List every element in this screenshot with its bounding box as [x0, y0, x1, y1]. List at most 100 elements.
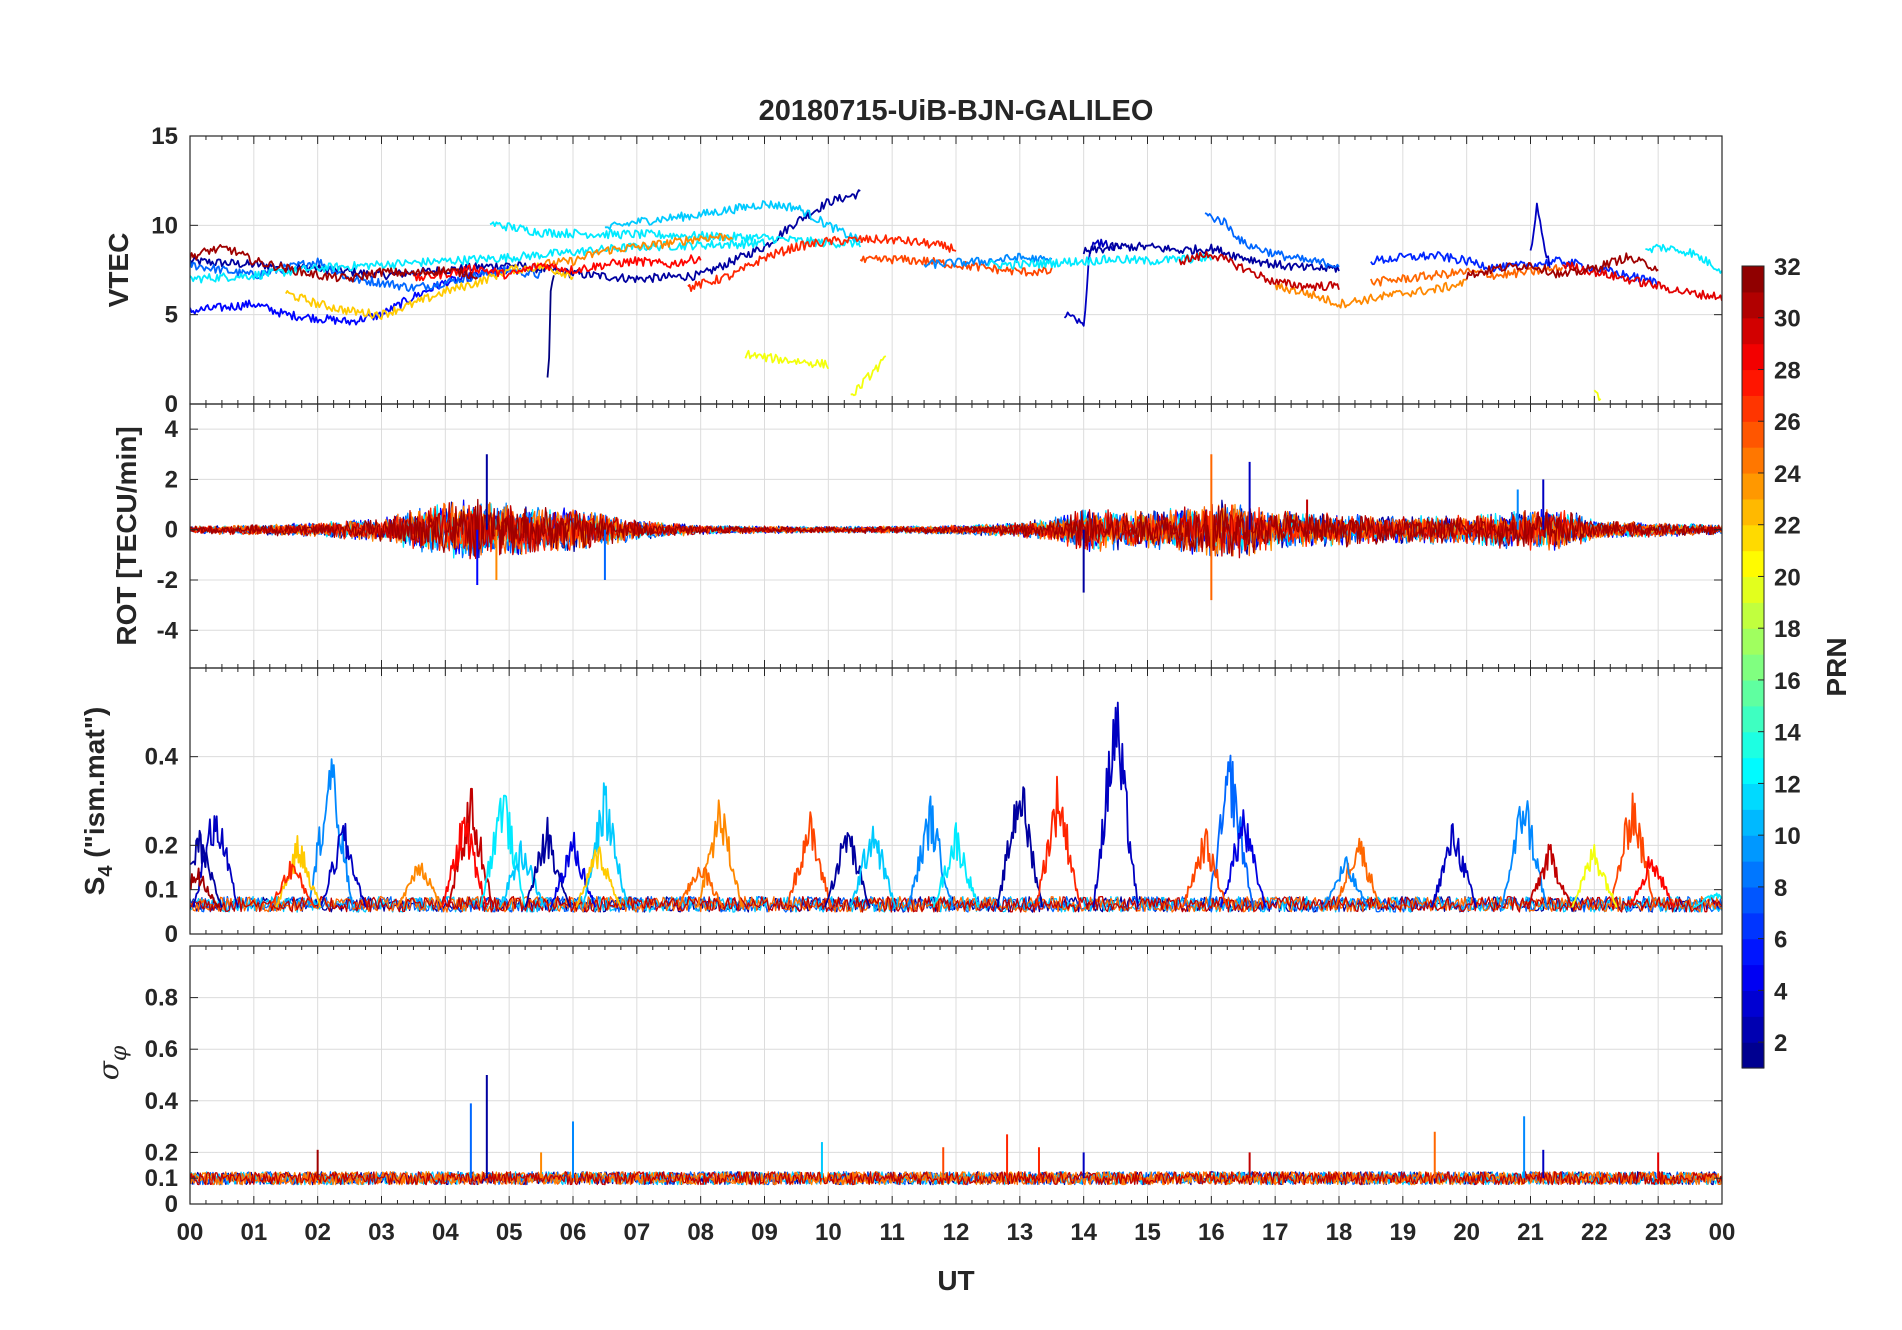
vtec-series-prn-20 [850, 355, 887, 397]
colorbar-tick-label: 26 [1774, 409, 1801, 436]
colorbar-segment [1742, 395, 1764, 422]
vtec-series-prn-24 [540, 232, 734, 268]
vtec-series-prn-3 [1529, 202, 1551, 269]
x-tick-label: 06 [560, 1219, 587, 1246]
y-tick-label: 0.4 [145, 1088, 179, 1115]
s4-peak-prn-11 [581, 782, 629, 908]
colorbar-segment [1742, 938, 1764, 966]
x-tick-label: 04 [432, 1219, 459, 1246]
vtec-series-prn-8 [1204, 212, 1340, 269]
vtec-series-prn-2 [1082, 241, 1340, 273]
colorbar-segment [1742, 731, 1764, 759]
y-tick-label: 0.6 [145, 1036, 178, 1063]
vtec-series-prn-31 [1465, 252, 1659, 280]
x-tick-label: 21 [1517, 1219, 1544, 1246]
s4-baseline-prn-30 [190, 895, 1722, 913]
colorbar-tick-label: 4 [1774, 978, 1788, 1005]
colorbar-segment [1742, 1042, 1764, 1069]
vtec-series-prn-8 [190, 257, 542, 293]
x-tick-label: 02 [304, 1219, 331, 1246]
panel-s4: 0 0.1 0.2 0.4 S4 ("ism.mat") [79, 667, 1723, 948]
panel-s4-data [190, 701, 1722, 913]
y-tick-label: 2 [165, 466, 178, 493]
vtec-series-prn-1 [546, 275, 555, 378]
vtec-series-prn-26 [859, 254, 1053, 277]
colorbar-segment [1742, 602, 1764, 629]
x-tick-label: 23 [1645, 1219, 1672, 1246]
colorbar-tick-label: 12 [1774, 771, 1801, 798]
s4-peak-prn-3 [1430, 823, 1478, 908]
y-tick-label: 0 [165, 921, 178, 948]
colorbar-segment [1742, 654, 1764, 681]
y-label-sub: 4 [95, 865, 117, 877]
y-label-main: S [79, 877, 110, 896]
colorbar-tick-label: 30 [1774, 306, 1801, 333]
colorbar-segment [1742, 524, 1764, 552]
colorbar-tick-label: 16 [1774, 668, 1801, 695]
panel-sigma_phi-xticks [189, 946, 1723, 1204]
s4-peak-prn-26 [1181, 828, 1229, 908]
x-tick-label: 03 [368, 1219, 395, 1246]
colorbar-segment [1742, 369, 1764, 396]
y-label-rest: ("ism.mat") [79, 707, 110, 866]
x-tick-label: 00 [177, 1219, 204, 1246]
colorbar-segment [1742, 343, 1764, 371]
colorbar-segment [1742, 317, 1764, 345]
y-tick-label: 0 [165, 517, 178, 544]
panel-vtec-xticks [189, 136, 1723, 404]
s4-peak-prn-11 [498, 840, 546, 908]
sigma-baseline-prn-25 [190, 1171, 1722, 1186]
colorbar-label: PRN [1821, 637, 1852, 696]
colorbar-segment [1742, 1016, 1764, 1043]
colorbar-tick-label: 6 [1774, 927, 1787, 954]
x-tick-label: 00 [1709, 1219, 1736, 1246]
colorbar-segment [1742, 990, 1764, 1017]
chart-title: 20180715-UiB-BJN-GALILEO [759, 95, 1154, 127]
x-tick-label: 15 [1134, 1219, 1161, 1246]
vtec-series-prn-25 [1370, 263, 1564, 287]
colorbar-segment [1742, 886, 1764, 914]
vtec-series-prn-31 [190, 243, 478, 283]
s4-peak-prn-20 [1571, 844, 1618, 908]
x-tick-label: 22 [1581, 1219, 1608, 1246]
y-tick-label: 10 [151, 212, 178, 239]
vtec-series-prn-3 [1063, 238, 1123, 327]
vtec-series-prn-29 [1562, 261, 1722, 302]
vtec-series-prn-12 [1645, 243, 1722, 274]
x-tick-label: 12 [943, 1219, 970, 1246]
s4-peak-prn-4 [549, 831, 597, 908]
colorbar-tick-label: 2 [1774, 1030, 1787, 1057]
s4-peak-prn-27 [268, 860, 316, 908]
colorbar-tick-label: 14 [1774, 720, 1801, 747]
x-tick-label: 01 [240, 1219, 267, 1246]
y-label-main: σ [92, 1060, 125, 1080]
y-tick-label: 0.2 [145, 1139, 178, 1166]
x-tick-label: 07 [623, 1219, 650, 1246]
colorbar-tick-label: 24 [1774, 461, 1801, 488]
colorbar-tick-label: 32 [1774, 254, 1801, 281]
colorbar-segment [1742, 912, 1764, 940]
s4-peak-prn-9 [1322, 856, 1369, 908]
sigma-baseline-prn-24 [190, 1171, 1722, 1186]
colorbar-segment [1742, 291, 1764, 319]
s4-peak-prn-24 [696, 799, 744, 908]
x-tick-label: 14 [1070, 1219, 1097, 1246]
colorbar-segment [1742, 809, 1764, 836]
vtec-series-prn-5 [190, 265, 510, 326]
x-tick-label: 19 [1389, 1219, 1416, 1246]
y-tick-label: -2 [157, 567, 178, 594]
y-tick-label: 0.1 [145, 877, 178, 904]
colorbar-segment [1742, 550, 1764, 578]
sigma-baseline-prn-30 [190, 1171, 1722, 1186]
s4-peak-prn-12 [1692, 892, 1722, 909]
s4-peak-prn-27 [1034, 775, 1082, 908]
s4-peak-prn-22 [275, 835, 322, 908]
colorbar-tick-label: 28 [1774, 357, 1801, 384]
vtec-series-prn-20 [744, 349, 830, 370]
panel-rot-data [190, 454, 1722, 601]
vtec-series-prn-22 [285, 262, 574, 321]
y-axis-label-vtec: VTEC [103, 233, 134, 308]
colorbar-segment [1742, 266, 1764, 293]
